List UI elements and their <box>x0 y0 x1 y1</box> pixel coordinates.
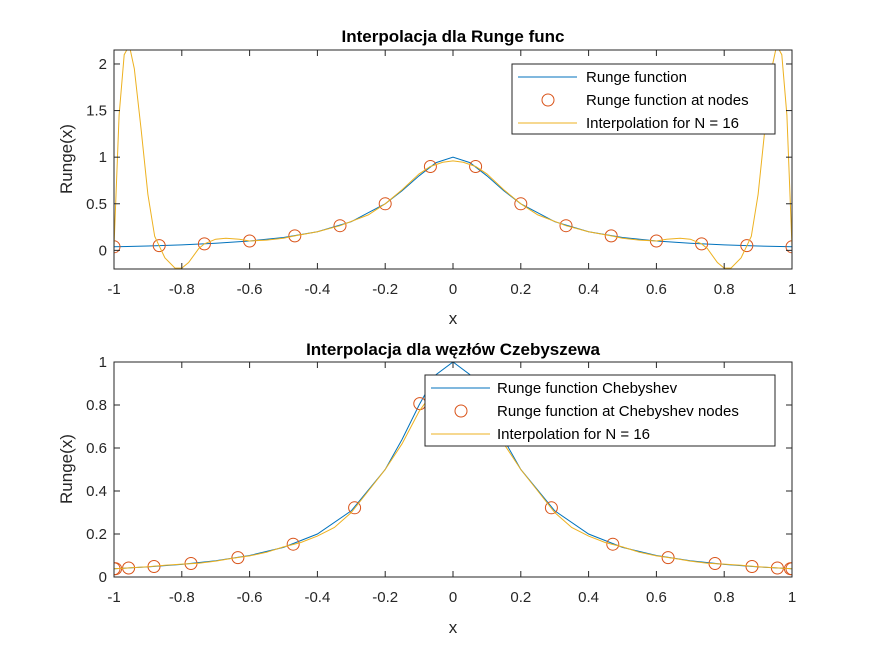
bottom-ytick-label: 0.6 <box>86 440 107 457</box>
top-xtick-label: -1 <box>107 281 120 298</box>
top-ytick-label: 0 <box>99 242 107 259</box>
bottom-xtick-label: 0 <box>449 589 457 606</box>
top-xtick-label: 1 <box>788 281 796 298</box>
bottom-legend-swatch-2 <box>454 404 468 418</box>
top-series-3-line <box>114 50 792 269</box>
bottom-ytick-label: 0.4 <box>86 483 107 500</box>
bottom-node-marker <box>544 501 558 515</box>
top-xtick-label: 0 <box>449 281 457 298</box>
top-node-marker <box>514 197 528 211</box>
top-ytick-label: 2 <box>99 56 107 73</box>
top-node-marker <box>695 237 709 251</box>
bottom-xtick-label: 0.4 <box>578 589 599 606</box>
top-ytick-label: 1.5 <box>86 103 107 120</box>
bottom-xtick-label: -0.4 <box>304 589 330 606</box>
top-node-marker <box>114 240 121 254</box>
top-legend-label-3: Interpolation for N = 16 <box>586 115 739 132</box>
top-chart-title: Interpolacja dla Runge func <box>342 27 565 46</box>
bottom-xtick-label: -1 <box>107 589 120 606</box>
top-xtick-label: 0.8 <box>714 281 735 298</box>
bottom-ylabel: Runge(x) <box>57 434 76 504</box>
bottom-xtick-label: -0.6 <box>237 589 263 606</box>
top-xtick-label: -0.4 <box>304 281 330 298</box>
top-xtick-label: 0.2 <box>510 281 531 298</box>
bottom-xlabel: x <box>449 618 458 637</box>
bottom-xtick-label: -0.8 <box>169 589 195 606</box>
top-node-marker <box>152 239 166 253</box>
top-xtick-label: 0.4 <box>578 281 599 298</box>
bottom-node-marker <box>231 551 245 565</box>
top-node-marker <box>469 160 483 173</box>
bottom-ytick-label: 0.8 <box>86 397 107 414</box>
bottom-node-marker <box>348 501 362 515</box>
top-node-marker <box>559 219 573 233</box>
top-legend-label-2: Runge function at nodes <box>586 92 749 109</box>
bottom-ytick-label: 0.2 <box>86 526 107 543</box>
top-node-marker <box>740 239 754 253</box>
top-legend: Runge function Runge function at nodes I… <box>511 63 776 135</box>
bottom-legend: Runge function Chebyshev Runge function … <box>424 374 776 447</box>
top-xtick-label: -0.6 <box>237 281 263 298</box>
bottom-legend-label-1: Runge function Chebyshev <box>497 380 678 397</box>
bottom-legend-label-3: Interpolation for N = 16 <box>497 426 650 443</box>
bottom-node-marker <box>661 551 675 565</box>
bottom-chart-title: Interpolacja dla węzłów Czebyszewa <box>306 340 600 359</box>
top-node-marker <box>378 197 392 211</box>
top-node-marker <box>604 229 618 243</box>
bottom-ytick-label: 1 <box>99 354 107 371</box>
bottom-xtick-label: -0.2 <box>372 589 398 606</box>
top-node-marker <box>288 229 302 243</box>
top-legend-swatch-2 <box>541 93 555 107</box>
top-xtick-label: -0.2 <box>372 281 398 298</box>
top-ytick-label: 1 <box>99 149 107 166</box>
top-xtick-label: -0.8 <box>169 281 195 298</box>
bottom-xtick-label: 1 <box>788 589 796 606</box>
top-subplot: Interpolacja dla Runge func -1 -0.8 -0.6 -0… <box>57 27 796 328</box>
top-xlabel: x <box>449 309 458 328</box>
top-node-marker <box>785 240 792 254</box>
top-node-marker <box>423 160 437 173</box>
bottom-legend-label-2: Runge function at Chebyshev nodes <box>497 403 739 420</box>
bottom-node-marker <box>606 537 620 551</box>
bottom-ytick-label: 0 <box>99 569 107 586</box>
top-ytick-label: 0.5 <box>86 196 107 213</box>
top-xtick-label: 0.6 <box>646 281 667 298</box>
bottom-node-marker <box>286 537 300 551</box>
top-node-marker <box>333 219 347 233</box>
top-ylabel: Runge(x) <box>57 124 76 194</box>
bottom-xtick-label: 0.6 <box>646 589 667 606</box>
top-legend-label-1: Runge function <box>586 69 687 86</box>
bottom-xtick-label: 0.2 <box>510 589 531 606</box>
bottom-subplot: Interpolacja dla węzłów Czebyszewa -1 -0.… <box>57 340 796 637</box>
bottom-xtick-label: 0.8 <box>714 589 735 606</box>
top-node-marker <box>197 237 211 251</box>
